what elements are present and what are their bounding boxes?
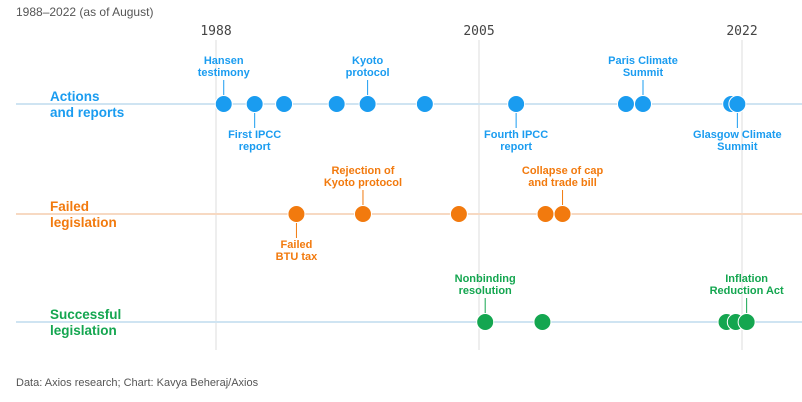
annotation-hansen-testimony: Hansen testimony — [198, 55, 251, 104]
annotations-layer: Hansen testimony First IPCC report Kyoto prot… — [198, 55, 784, 322]
annotation-collapse-of-cap-and-trade-bill: Collapse of cap and trade bill — [522, 165, 604, 214]
annotation-inflation-reduction-act-text: Inflation Reduction Act — [710, 273, 784, 297]
point-failed-legislation-2 — [353, 205, 372, 223]
chart-source: Data: Axios research; Chart: Kavya Beher… — [16, 377, 259, 389]
point-actions-and-reports-8 — [616, 95, 635, 113]
tick-label-2005: 2005 — [463, 24, 494, 39]
point-failed-legislation-3 — [449, 205, 468, 223]
chart-subtitle: 1988–2022 (as of August) — [16, 5, 153, 19]
annotation-failed-btu-tax-text: Failed BTU tax — [276, 239, 318, 263]
point-failed-legislation-5 — [553, 205, 572, 223]
point-actions-and-reports-7 — [507, 95, 526, 113]
point-successful-legislation-5 — [737, 313, 756, 331]
annotation-glasgow-climate-summit-text: Glasgow Climate Summit — [693, 129, 782, 153]
point-actions-and-reports-6 — [415, 95, 434, 113]
annotation-rejection-of-kyoto-protocol: Rejection of Kyoto protocol — [324, 165, 402, 214]
point-actions-and-reports-1 — [214, 95, 233, 113]
annotation-glasgow-climate-summit: Glasgow Climate Summit — [693, 104, 782, 153]
point-failed-legislation-4 — [536, 205, 555, 223]
annotation-fourth-ipcc-report: Fourth IPCC report — [484, 104, 548, 153]
annotation-kyoto-protocol: Kyoto protocol — [346, 55, 390, 104]
row-label-failed-legislation: Failed legislation — [50, 199, 117, 230]
point-successful-legislation-2 — [533, 313, 552, 331]
annotation-kyoto-protocol-text: Kyoto protocol — [346, 55, 390, 79]
point-successful-legislation-1 — [476, 313, 495, 331]
annotation-failed-btu-tax: Failed BTU tax — [276, 214, 318, 263]
point-actions-and-reports-9 — [633, 95, 652, 113]
row-label-actions-and-reports: Actions and reports — [50, 89, 124, 120]
point-actions-and-reports-11 — [728, 95, 747, 113]
annotation-fourth-ipcc-report-text: Fourth IPCC report — [484, 129, 548, 153]
point-actions-and-reports-5 — [358, 95, 377, 113]
annotation-rejection-of-kyoto-protocol-text: Rejection of Kyoto protocol — [324, 165, 402, 189]
annotation-paris-climate-summit-text: Paris Climate Summit — [608, 55, 678, 79]
annotation-nonbinding-resolution: Nonbinding resolution — [455, 273, 516, 322]
tick-label-2022: 2022 — [726, 24, 757, 39]
timeline-rows: Actions and reports Failed legislation Succe… — [16, 89, 802, 338]
grid-layer — [215, 40, 743, 350]
annotation-inflation-reduction-act: Inflation Reduction Act — [710, 273, 784, 322]
row-label-successful-legislation: Successful legislation — [50, 307, 121, 338]
annotation-collapse-of-cap-and-trade-bill-text: Collapse of cap and trade bill — [522, 165, 604, 189]
points-layer — [214, 95, 756, 331]
annotation-first-ipcc-report-text: First IPCC report — [228, 129, 281, 153]
tick-label-1988: 1988 — [200, 24, 231, 39]
point-actions-and-reports-3 — [275, 95, 294, 113]
annotation-hansen-testimony-text: Hansen testimony — [198, 55, 251, 79]
point-actions-and-reports-2 — [245, 95, 264, 113]
point-failed-legislation-1 — [287, 205, 306, 223]
x-axis-ticks: 1988 2005 2022 — [200, 24, 757, 39]
annotation-paris-climate-summit: Paris Climate Summit — [608, 55, 678, 104]
annotation-nonbinding-resolution-text: Nonbinding resolution — [455, 273, 516, 297]
point-actions-and-reports-4 — [327, 95, 346, 113]
annotation-first-ipcc-report: First IPCC report — [228, 104, 281, 153]
